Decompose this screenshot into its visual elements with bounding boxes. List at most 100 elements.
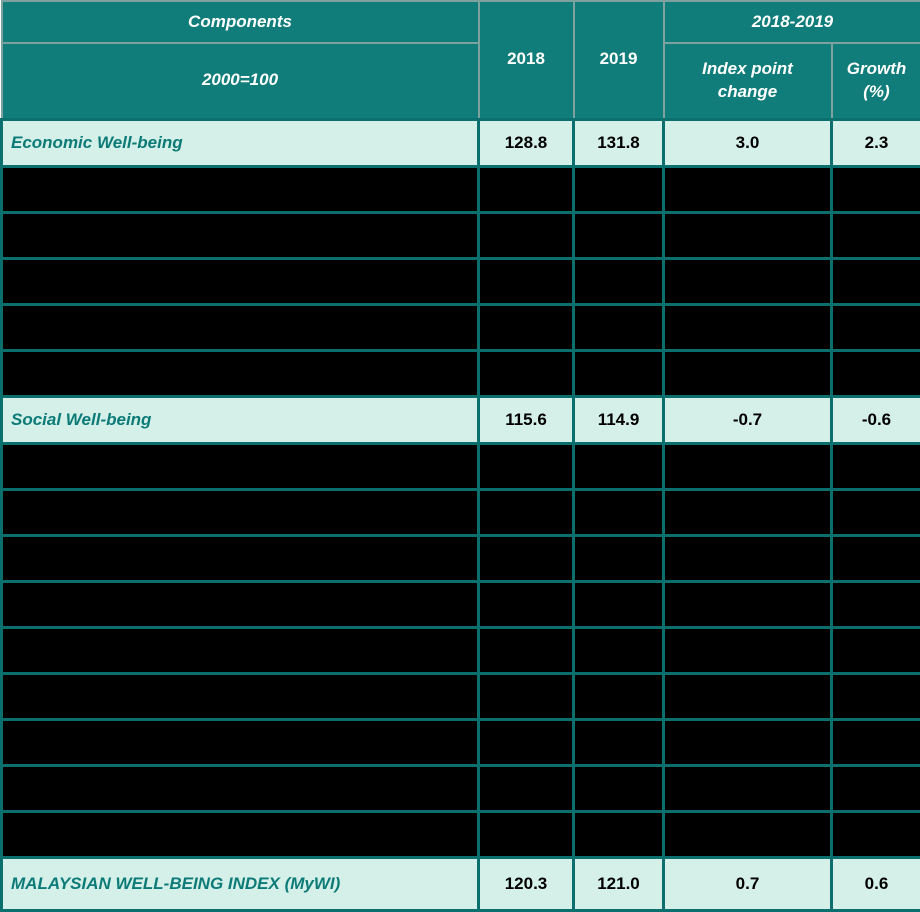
redacted-cell xyxy=(664,535,832,581)
redacted-cell xyxy=(832,166,920,212)
redacted-cell xyxy=(479,212,574,258)
redacted-cell xyxy=(664,166,832,212)
redacted-row xyxy=(2,811,920,857)
redacted-cell xyxy=(2,258,479,304)
redacted-cell xyxy=(2,627,479,673)
redacted-row xyxy=(2,443,920,489)
value-cell: 121.0 xyxy=(574,857,664,910)
value-cell: 131.8 xyxy=(574,119,664,166)
component-label-cell: MALAYSIAN WELL-BEING INDEX (MyWI) xyxy=(2,857,479,910)
redacted-cell xyxy=(574,350,664,396)
redacted-cell xyxy=(664,489,832,535)
redacted-row xyxy=(2,627,920,673)
redacted-cell xyxy=(479,535,574,581)
redacted-cell xyxy=(664,212,832,258)
redacted-cell xyxy=(574,489,664,535)
redacted-cell xyxy=(832,258,920,304)
redacted-row xyxy=(2,304,920,350)
redacted-cell xyxy=(479,304,574,350)
redacted-cell xyxy=(832,765,920,811)
redacted-cell xyxy=(664,350,832,396)
header-row-2: 2000=100 Index point change Growth (%) xyxy=(2,43,920,119)
redacted-cell xyxy=(664,811,832,857)
redacted-cell xyxy=(664,443,832,489)
redacted-cell xyxy=(574,304,664,350)
redacted-cell xyxy=(832,212,920,258)
redacted-cell xyxy=(832,443,920,489)
redacted-cell xyxy=(479,627,574,673)
redacted-cell xyxy=(574,443,664,489)
redacted-cell xyxy=(2,350,479,396)
redacted-row xyxy=(2,212,920,258)
redacted-cell xyxy=(664,304,832,350)
redacted-cell xyxy=(2,443,479,489)
redacted-cell xyxy=(2,166,479,212)
redacted-cell xyxy=(664,627,832,673)
value-cell: 128.8 xyxy=(479,119,574,166)
redacted-cell xyxy=(664,581,832,627)
value-cell: -0.6 xyxy=(832,396,920,443)
redacted-cell xyxy=(2,304,479,350)
redacted-cell xyxy=(574,535,664,581)
redacted-cell xyxy=(2,581,479,627)
value-cell: 115.6 xyxy=(479,396,574,443)
redacted-row xyxy=(2,489,920,535)
redacted-cell xyxy=(2,765,479,811)
redacted-cell xyxy=(832,811,920,857)
redacted-cell xyxy=(832,304,920,350)
redacted-cell xyxy=(479,166,574,212)
redacted-cell xyxy=(479,350,574,396)
table-header: Components 2018 2019 2018-2019 2000=100 … xyxy=(2,1,920,119)
redacted-cell xyxy=(664,673,832,719)
redacted-cell xyxy=(479,765,574,811)
redacted-cell xyxy=(832,535,920,581)
redacted-cell xyxy=(479,811,574,857)
redacted-cell xyxy=(574,719,664,765)
value-cell: 3.0 xyxy=(664,119,832,166)
redacted-cell xyxy=(479,443,574,489)
redacted-cell xyxy=(574,627,664,673)
redacted-cell xyxy=(574,212,664,258)
redacted-cell xyxy=(574,581,664,627)
redacted-cell xyxy=(2,489,479,535)
redacted-cell xyxy=(2,212,479,258)
redacted-cell xyxy=(479,673,574,719)
redacted-cell xyxy=(574,765,664,811)
redacted-cell xyxy=(832,719,920,765)
redacted-cell xyxy=(574,258,664,304)
value-cell: 114.9 xyxy=(574,396,664,443)
redacted-cell xyxy=(832,489,920,535)
redacted-cell xyxy=(2,719,479,765)
redacted-cell xyxy=(479,719,574,765)
value-cell: 2.3 xyxy=(832,119,920,166)
header-row-1: Components 2018 2019 2018-2019 xyxy=(2,1,920,43)
redacted-cell xyxy=(664,258,832,304)
value-cell: -0.7 xyxy=(664,396,832,443)
header-year-2018: 2018 xyxy=(479,1,574,119)
redacted-cell xyxy=(574,811,664,857)
header-growth-percent: Growth (%) xyxy=(832,43,920,119)
redacted-row xyxy=(2,719,920,765)
value-cell: 0.7 xyxy=(664,857,832,910)
redacted-row xyxy=(2,765,920,811)
redacted-cell xyxy=(832,350,920,396)
header-base-index: 2000=100 xyxy=(2,43,479,119)
redacted-cell xyxy=(664,719,832,765)
redacted-row xyxy=(2,535,920,581)
redacted-cell xyxy=(479,258,574,304)
redacted-cell xyxy=(479,489,574,535)
redacted-row xyxy=(2,258,920,304)
redacted-row xyxy=(2,166,920,212)
redacted-cell xyxy=(832,581,920,627)
value-cell: 120.3 xyxy=(479,857,574,910)
header-year-2019: 2019 xyxy=(574,1,664,119)
redacted-row xyxy=(2,673,920,719)
header-components: Components xyxy=(2,1,479,43)
component-label-cell: Economic Well-being xyxy=(2,119,479,166)
